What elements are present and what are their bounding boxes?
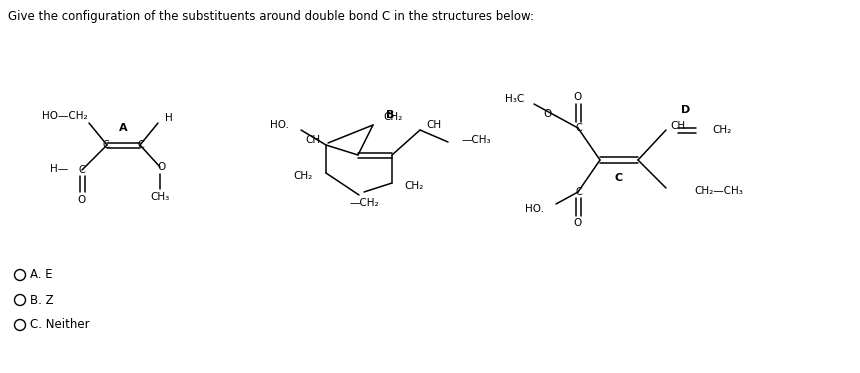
Text: H—: H— [50, 164, 68, 174]
Text: CH: CH [426, 120, 441, 130]
Text: O: O [574, 218, 582, 228]
Text: C: C [78, 165, 85, 175]
Text: HO.: HO. [525, 204, 544, 214]
Text: C: C [138, 140, 144, 150]
Text: B. Z: B. Z [30, 294, 53, 307]
Text: H₃C: H₃C [505, 94, 524, 104]
Text: CH₂: CH₂ [712, 125, 731, 135]
Text: CH₂: CH₂ [404, 181, 423, 191]
Text: Give the configuration of the substituents around double bond C in the structure: Give the configuration of the substituen… [8, 10, 534, 23]
Text: C: C [575, 187, 582, 197]
Text: HO.: HO. [270, 120, 289, 130]
Text: C. Neither: C. Neither [30, 319, 89, 332]
Text: O: O [574, 92, 582, 102]
Text: O: O [544, 109, 552, 119]
Text: CH₃: CH₃ [150, 192, 169, 202]
Text: C: C [575, 123, 582, 133]
Text: B: B [386, 110, 394, 120]
Text: CH₂—CH₃: CH₂—CH₃ [694, 186, 743, 196]
Text: O: O [78, 195, 86, 205]
Text: H: H [165, 113, 173, 123]
Text: CH: CH [670, 121, 685, 131]
Text: C: C [615, 173, 623, 183]
Text: A: A [119, 123, 127, 133]
Text: D: D [681, 105, 691, 115]
Text: CH: CH [306, 135, 321, 145]
Text: HO—CH₂: HO—CH₂ [42, 111, 88, 121]
Text: —CH₂: —CH₂ [349, 198, 378, 208]
Text: CH₂: CH₂ [383, 112, 402, 122]
Text: O: O [158, 162, 166, 172]
Text: C: C [102, 140, 109, 150]
Text: —CH₃: —CH₃ [462, 135, 492, 145]
Text: CH₂: CH₂ [294, 171, 313, 181]
Text: A. E: A. E [30, 269, 52, 282]
